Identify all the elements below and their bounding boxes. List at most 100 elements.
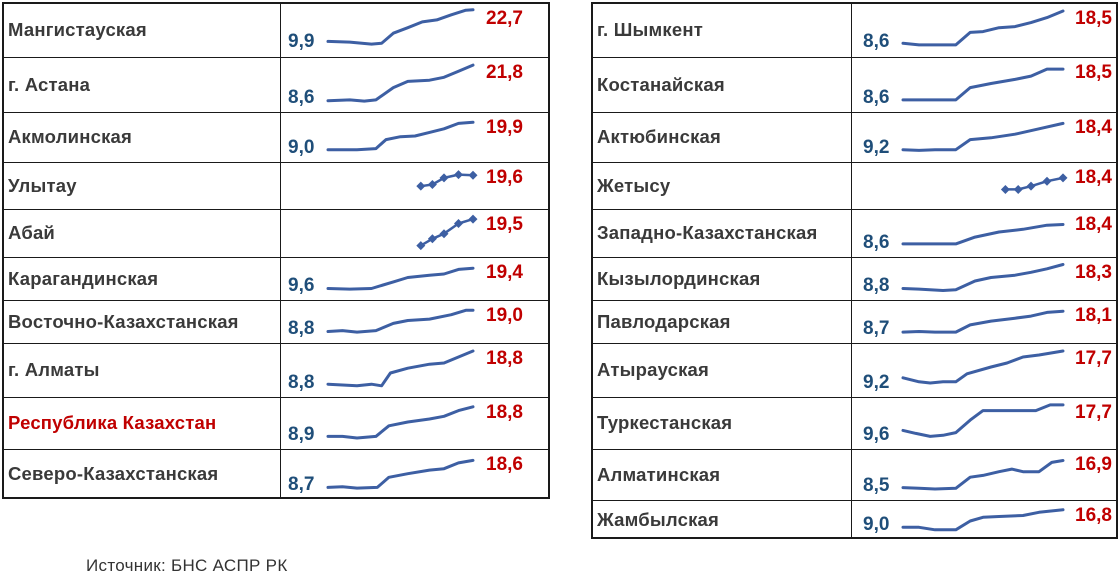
sparkline-markers-icon [416, 170, 478, 191]
table-row: Жамбылская 9,0 16,8 [593, 500, 1116, 539]
table-row: Западно-Казахстанская 8,6 18,4 [593, 209, 1116, 257]
table-row: Костанайская 8,6 18,5 [593, 57, 1116, 112]
end-value: 19,9 [486, 117, 523, 138]
table-row: Карагандинская 9,6 19,4 [4, 257, 548, 300]
end-value: 22,7 [486, 8, 523, 29]
end-value: 17,7 [1075, 348, 1112, 369]
end-value: 18,6 [486, 454, 523, 475]
region-name: г. Астана [8, 73, 91, 95]
region-name: Акмолинская [8, 126, 133, 147]
start-value: 8,6 [863, 87, 890, 108]
table-row: Кызылординская 8,8 18,3 [593, 257, 1116, 300]
end-value: 19,0 [486, 305, 523, 326]
table-row: г. Алматы 8,8 18,8 [4, 343, 548, 397]
right-region-table: г. Шымкент 8,6 18,5 Костанайская 8,6 18,5 Актю… [591, 2, 1118, 539]
table-row: Восточно-Казахстанская 8,8 19,0 [4, 300, 548, 343]
sparkline-icon [326, 120, 475, 152]
region-name: Актюбинская [597, 126, 722, 147]
sparkline-markers-icon [416, 214, 478, 251]
end-value: 16,9 [1075, 454, 1112, 475]
start-value: 8,8 [288, 372, 315, 393]
region-name: Костанайская [597, 73, 725, 95]
start-value: 9,2 [863, 372, 890, 393]
sparkline-icon [326, 8, 475, 46]
start-value: 9,9 [288, 31, 315, 52]
end-value: 18,4 [1075, 167, 1112, 188]
sparkline-icon [901, 121, 1065, 152]
start-value: 9,0 [288, 137, 315, 158]
table-row: Жетысу 18,4 [593, 162, 1116, 209]
start-value: 9,0 [863, 514, 890, 535]
table-row: Актюбинская 9,2 18,4 [593, 112, 1116, 162]
start-value: 8,6 [288, 87, 315, 108]
region-name: г. Алматы [8, 359, 100, 380]
sparkline-icon [326, 308, 475, 334]
end-value: 18,5 [1075, 62, 1112, 83]
table-row: Северо-Казахстанская 8,7 18,6 [4, 449, 548, 499]
region-name: Туркестанская [597, 412, 733, 433]
sparkline-icon [901, 403, 1065, 438]
end-value: 18,5 [1075, 8, 1112, 29]
region-name: Северо-Казахстанская [8, 463, 219, 484]
region-name: г. Шымкент [597, 18, 703, 40]
start-value: 8,7 [863, 318, 890, 339]
table-row: Павлодарская 8,7 18,1 [593, 300, 1116, 343]
end-value: 18,8 [486, 348, 523, 369]
column-divider [851, 4, 852, 537]
sparkline-icon [326, 405, 475, 440]
table-row: Улытау 19,6 [4, 162, 548, 209]
table-row: Алматинская 8,5 16,9 [593, 449, 1116, 500]
end-value: 18,8 [486, 402, 523, 423]
end-value: 19,5 [486, 214, 523, 235]
table-row: г. Шымкент 8,6 18,5 [593, 4, 1116, 57]
end-value: 21,8 [486, 62, 523, 83]
table-row: Мангистауская 9,9 22,7 [4, 4, 548, 57]
start-value: 8,9 [288, 424, 315, 445]
end-value: 16,8 [1075, 505, 1112, 526]
sparkline-icon [901, 9, 1065, 47]
start-value: 8,8 [863, 275, 890, 296]
sparkline-icon [901, 508, 1065, 532]
table-row: Акмолинская 9,0 19,9 [4, 112, 548, 162]
start-value: 8,8 [288, 318, 315, 339]
end-value: 17,7 [1075, 402, 1112, 423]
table-row: Туркестанская 9,6 17,7 [593, 397, 1116, 449]
region-name: Республика Казахстан [8, 412, 217, 433]
sparkline-icon [901, 349, 1065, 385]
end-value: 18,3 [1075, 262, 1112, 283]
sparkline-icon [901, 223, 1065, 246]
end-value: 19,4 [486, 262, 523, 283]
region-name: Улытау [8, 174, 77, 196]
end-value: 18,4 [1075, 214, 1112, 235]
sparkline-icon [326, 266, 475, 291]
table-row: Республика Казахстан 8,9 18,8 [4, 397, 548, 449]
start-value: 8,7 [288, 474, 315, 495]
start-value: 8,6 [863, 232, 890, 253]
table-row: г. Астана 8,6 21,8 [4, 57, 548, 112]
start-value: 8,5 [863, 475, 890, 496]
column-divider [280, 4, 281, 497]
source-note: Источник: БНС АСПР РК [86, 556, 288, 575]
region-name: Западно-Казахстанская [597, 222, 818, 243]
sparkline-icon [326, 349, 475, 388]
region-name: Алматинская [597, 463, 721, 485]
region-name: Кызылординская [597, 267, 761, 289]
table-row: Абай 19,5 [4, 209, 548, 257]
left-region-table: Мангистауская 9,9 22,7 г. Астана 8,6 21,8 Акмо… [2, 2, 550, 499]
sparkline-icon [901, 263, 1065, 292]
sparkline-markers-icon [1000, 173, 1068, 194]
start-value: 9,6 [288, 275, 315, 296]
sparkline-icon [901, 309, 1065, 334]
table-row: Атырауская 9,2 17,7 [593, 343, 1116, 397]
sparkline-icon [326, 458, 475, 490]
end-value: 18,1 [1075, 305, 1112, 326]
region-name: Жамбылская [597, 508, 720, 530]
region-name: Жетысу [597, 174, 671, 196]
sparkline-icon [901, 67, 1065, 102]
region-name: Павлодарская [597, 310, 731, 332]
end-value: 19,6 [486, 167, 523, 188]
region-name: Атырауская [597, 359, 710, 380]
sparkline-icon [326, 63, 475, 103]
region-name: Мангистауская [8, 18, 147, 40]
sparkline-icon [901, 459, 1065, 491]
